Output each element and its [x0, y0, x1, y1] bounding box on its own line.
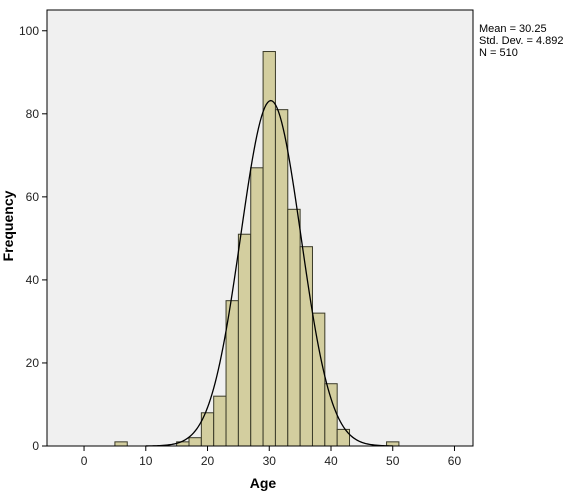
histogram-bar	[188, 437, 202, 447]
x-tick-label: 50	[386, 454, 400, 468]
bars-layer	[114, 51, 400, 447]
histogram-bar	[213, 395, 227, 447]
x-axis-ticks: 0 10 20 30 40 50 60	[81, 446, 462, 468]
x-tick-label: 60	[448, 454, 462, 468]
x-tick-label: 30	[263, 454, 277, 468]
y-tick-label: 0	[32, 439, 39, 453]
x-tick-label: 0	[81, 454, 88, 468]
histogram-bar	[250, 167, 264, 447]
y-axis-ticks: 0 20 40 60 80 100	[19, 24, 47, 453]
histogram-bar	[324, 383, 338, 447]
normal-curve	[145, 99, 393, 447]
y-tick-label: 80	[26, 107, 40, 121]
x-tick-label: 20	[201, 454, 215, 468]
y-tick-label: 40	[26, 273, 40, 287]
axes-layer	[46, 10, 473, 447]
stats-std-dev: Std. Dev. = 4.892	[479, 35, 564, 47]
y-axis-title: Frequency	[0, 190, 16, 261]
x-tick-label: 10	[139, 454, 153, 468]
histogram-bar	[237, 233, 252, 447]
histogram-bar	[262, 51, 276, 447]
histogram-bar	[114, 441, 128, 447]
histogram-bar	[311, 312, 326, 447]
stats-n: N = 510	[479, 47, 518, 59]
stats-legend: Mean = 30.25 Std. Dev. = 4.892 N = 510	[479, 23, 564, 59]
histogram-bar	[274, 109, 289, 447]
y-tick-label: 100	[19, 24, 39, 38]
x-tick-label: 40	[324, 454, 338, 468]
stats-mean: Mean = 30.25	[479, 23, 547, 35]
y-tick-label: 20	[26, 356, 40, 370]
x-axis-title: Age	[250, 475, 277, 491]
y-tick-label: 60	[26, 190, 40, 204]
histogram-bar	[287, 208, 301, 447]
